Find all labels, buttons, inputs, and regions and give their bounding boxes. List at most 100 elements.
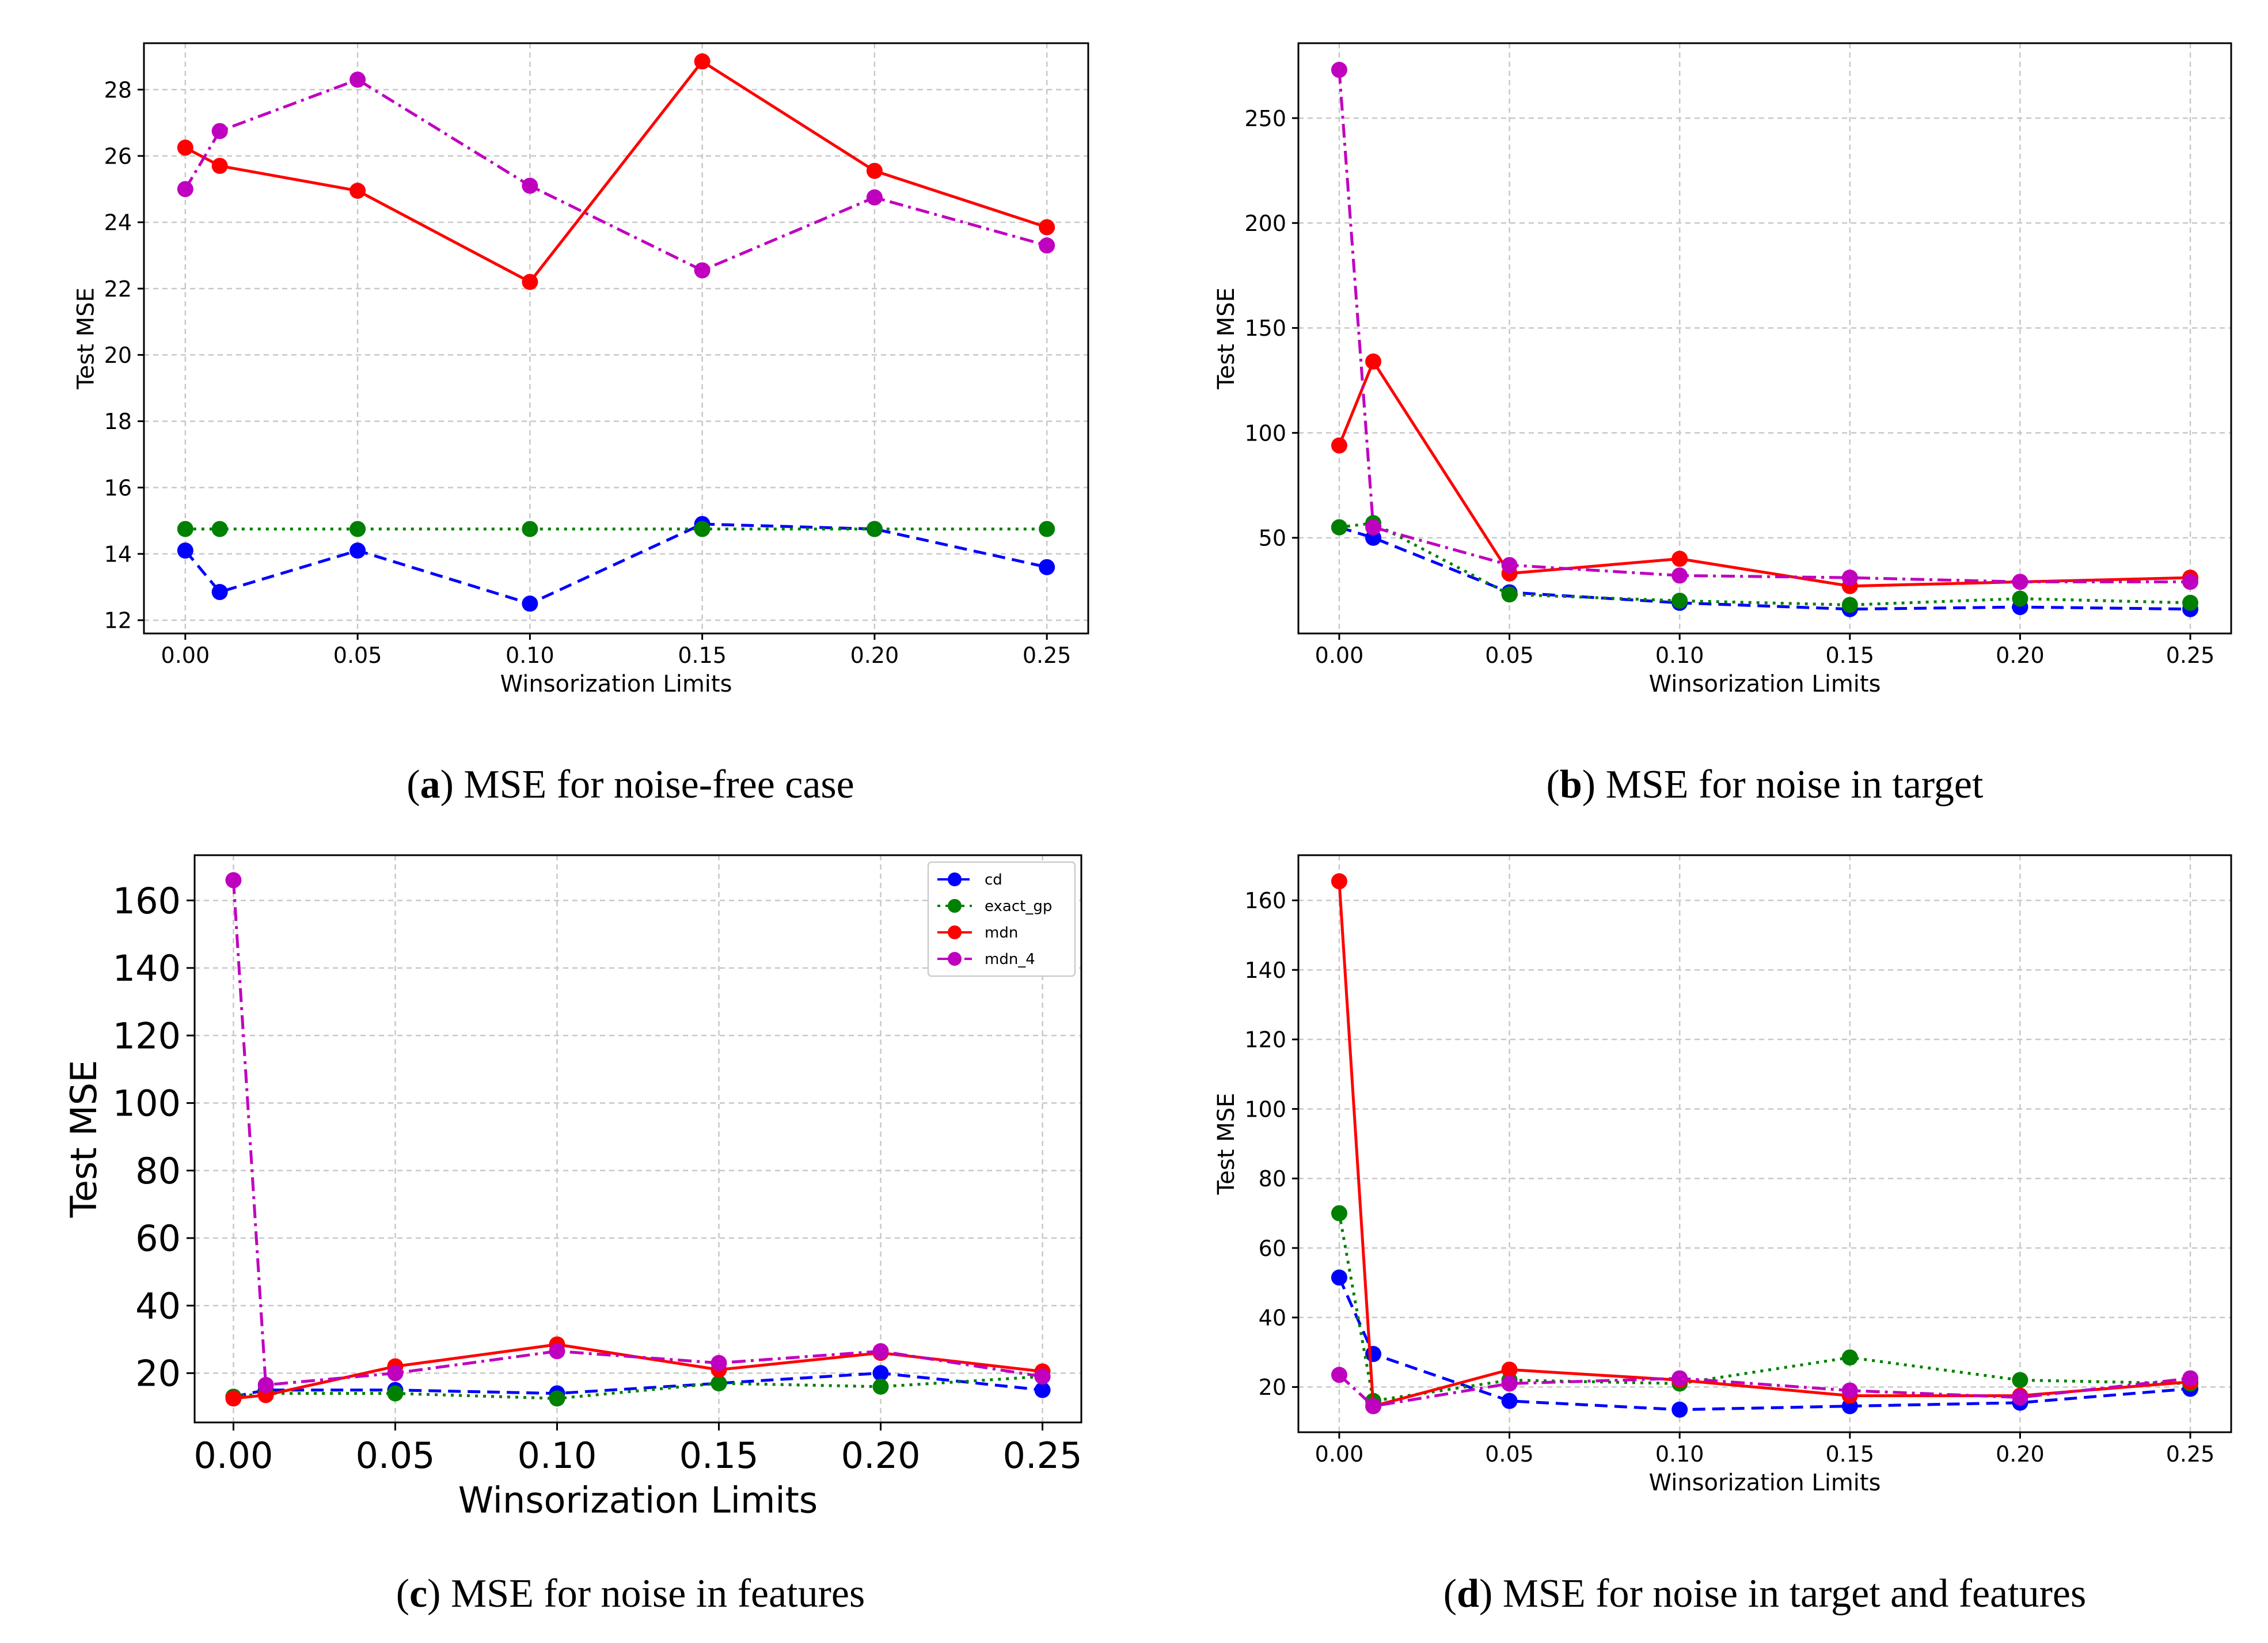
data-point-exact_gp: [872, 1378, 889, 1395]
caption-paren: (: [1443, 1572, 1457, 1616]
data-point-cd: [522, 595, 538, 612]
figure-caption: (c) MSE for noise in features: [396, 1572, 865, 1616]
data-point-cd: [1039, 559, 1055, 575]
y-tick-label: 20: [1259, 1375, 1286, 1400]
caption-text: ) MSE for noise in features: [427, 1572, 865, 1616]
data-point-cd: [1331, 1269, 1347, 1286]
data-point-mdn: [522, 274, 538, 290]
caption-letter: a: [420, 762, 440, 807]
data-point-cd: [1671, 1401, 1688, 1418]
y-axis-label: Test MSE: [1213, 1093, 1240, 1196]
plot-frame: [1297, 854, 2232, 1433]
data-point-exact_gp: [694, 521, 711, 537]
x-axis-label: Winsorization Limits: [1649, 671, 1881, 697]
y-tick-label: 80: [1259, 1166, 1286, 1192]
data-point-mdn_4: [2182, 574, 2199, 590]
series-line-mdn: [1338, 360, 2191, 588]
y-tick-label: 60: [135, 1217, 181, 1259]
figure-caption: (d) MSE for noise in target and features: [1443, 1572, 2087, 1616]
data-point-mdn_4: [1671, 1370, 1688, 1387]
figure-caption: (b) MSE for noise in target: [1547, 762, 1984, 807]
x-axis-label: Winsorization Limits: [458, 1479, 818, 1521]
legend-label-mdn: mdn: [985, 924, 1018, 942]
data-point-cd: [349, 542, 366, 559]
x-tick-label: 0.00: [1315, 1441, 1364, 1467]
data-point-mdn_4: [387, 1365, 404, 1382]
chart-panel-a: 0.00 0.05 0.10 0.15 0.20 0.25 12 14 16 18 20 22 24 26…: [73, 42, 1089, 807]
data-point-mdn: [349, 183, 366, 199]
y-tick-label: 150: [1244, 316, 1286, 341]
y-tick-label: 120: [113, 1015, 181, 1057]
data-point-mdn_4: [694, 262, 711, 279]
y-tick-label: 160: [1244, 888, 1286, 913]
y-tick-label: 140: [113, 947, 181, 989]
x-tick-label: 0.15: [1826, 643, 1875, 668]
data-point-mdn_4: [1365, 1398, 1382, 1414]
caption-letter: b: [1560, 762, 1582, 807]
x-tick-label: 0.00: [161, 643, 210, 668]
data-point-mdn_4: [2012, 1389, 2028, 1406]
legend-label-exact_gp: exact_gp: [985, 898, 1052, 915]
data-point-mdn_4: [1034, 1368, 1051, 1385]
data-point-mdn: [225, 1390, 242, 1407]
x-tick-label: 0.10: [506, 643, 554, 668]
x-tick-label: 0.10: [1655, 643, 1704, 668]
data-point-mdn_4: [1501, 557, 1518, 574]
data-point-exact_gp: [349, 521, 366, 537]
legend-marker-cd: [948, 872, 962, 886]
series-line-mdn_4: [231, 880, 1043, 1387]
x-tick-label: 0.20: [1996, 643, 2045, 668]
data-point-exact_gp: [711, 1375, 727, 1391]
chart-panel-b: 0.00 0.05 0.10 0.15 0.20 0.25 50 100 150 200 250 Wi…: [1213, 42, 2232, 807]
series-line-mdn: [1338, 881, 2191, 1408]
series-line-exact_gp: [233, 1375, 1043, 1400]
data-point-mdn_4: [1841, 1382, 1858, 1399]
y-tick-label: 40: [1259, 1305, 1286, 1330]
x-tick-label: 0.15: [678, 643, 727, 668]
x-axis-label: Winsorization Limits: [500, 671, 732, 697]
data-point-exact_gp: [1841, 597, 1858, 613]
y-tick-label: 26: [104, 143, 132, 169]
y-tick-label: 18: [104, 409, 132, 434]
y-tick-label: 120: [1244, 1027, 1286, 1053]
data-point-cd: [211, 584, 228, 601]
y-tick-label: 20: [104, 343, 132, 368]
y-tick-label: 60: [1259, 1236, 1286, 1261]
data-point-cd: [1501, 1392, 1518, 1409]
y-tick-label: 20: [135, 1353, 181, 1395]
data-point-mdn_4: [211, 123, 228, 139]
data-point-mdn_4: [1671, 567, 1688, 584]
series-line-cd: [1339, 526, 2191, 611]
data-point-mdn_4: [866, 189, 883, 206]
data-point-mdn: [1365, 353, 1382, 370]
x-tick-label: 0.25: [2166, 1441, 2215, 1467]
x-tick-label: 0.20: [1996, 1441, 2045, 1467]
data-point-exact_gp: [1331, 1205, 1347, 1221]
y-tick-label: 200: [1244, 211, 1286, 236]
y-tick-label: 14: [104, 541, 132, 567]
data-point-cd: [177, 542, 193, 559]
data-point-exact_gp: [866, 521, 883, 537]
data-point-mdn_4: [349, 71, 366, 88]
y-tick-label: 24: [104, 210, 132, 236]
data-point-exact_gp: [2012, 1372, 2028, 1388]
caption-paren: (: [396, 1572, 409, 1616]
caption-text: ) MSE for noise in target: [1582, 762, 1984, 807]
plot-frame: [193, 854, 1082, 1424]
caption-text: ) MSE for noise-free case: [440, 762, 854, 807]
y-axis-label: Test MSE: [1213, 287, 1240, 390]
chart-panel-c: 0.00 0.05 0.10 0.15 0.20 0.25 20 40 60 80 100 120 14…: [63, 854, 1082, 1616]
y-axis-label: Test MSE: [73, 287, 99, 390]
y-tick-label: 50: [1259, 526, 1286, 551]
data-point-cd: [1034, 1382, 1051, 1398]
data-point-mdn: [1671, 551, 1688, 567]
y-tick-label: 12: [104, 608, 132, 633]
data-point-mdn: [866, 162, 883, 179]
series-line-exact_gp: [1338, 1213, 2191, 1403]
data-point-exact_gp: [1039, 521, 1055, 537]
x-tick-label: 0.15: [679, 1435, 758, 1477]
caption-paren: (: [407, 762, 420, 807]
series-line-exact_gp: [1339, 521, 2191, 606]
